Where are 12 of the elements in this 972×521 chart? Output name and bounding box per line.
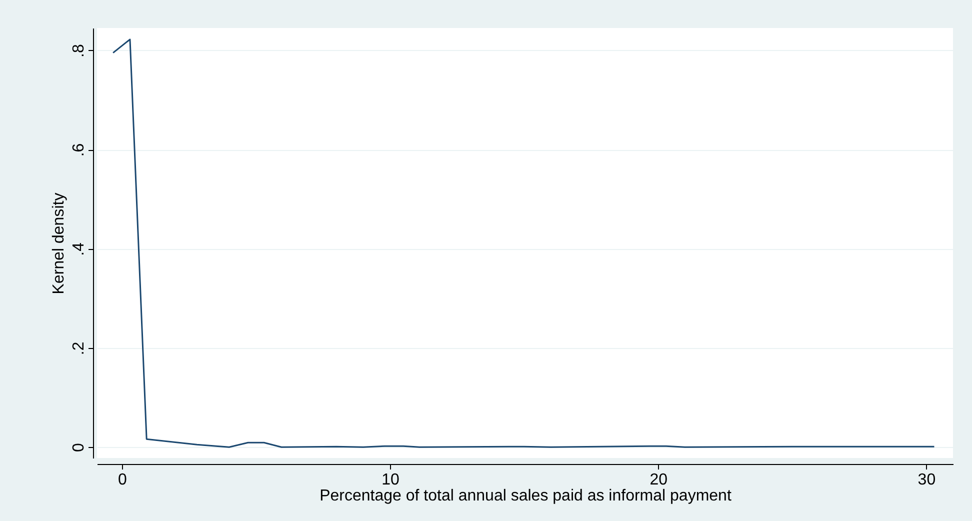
line-series — [112, 38, 935, 448]
x-tick-label: 10 — [382, 472, 400, 488]
y-tick-label: .6 — [70, 143, 88, 157]
x-axis-title: Percentage of total annual sales paid as informal payment — [320, 488, 732, 504]
y-axis-title: Kernel density — [50, 192, 68, 294]
y-tick-label: 0 — [70, 443, 88, 452]
x-tick-label: 30 — [918, 472, 936, 488]
x-tick-label: 0 — [118, 472, 127, 488]
y-tick-label: .4 — [70, 242, 88, 256]
y-tick-label: .2 — [70, 342, 88, 356]
y-tick-label: .8 — [70, 44, 88, 58]
x-tick-label: 20 — [650, 472, 668, 488]
